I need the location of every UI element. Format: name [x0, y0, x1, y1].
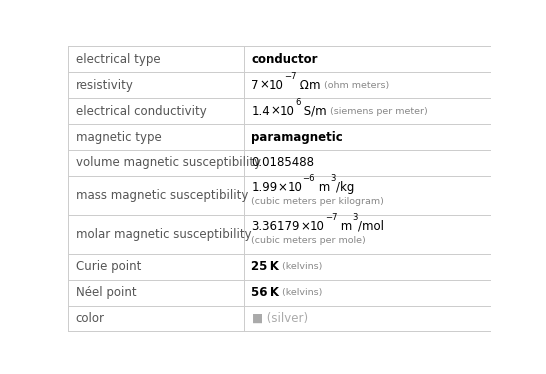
- Text: paramagnetic: paramagnetic: [252, 131, 343, 144]
- Text: volume magnetic susceptibility: volume magnetic susceptibility: [76, 156, 261, 169]
- Text: m: m: [337, 220, 353, 233]
- Text: S/m: S/m: [300, 105, 327, 117]
- Text: ×: ×: [259, 79, 269, 92]
- Text: (silver): (silver): [263, 312, 308, 325]
- Text: −7: −7: [284, 72, 296, 81]
- Text: 10: 10: [269, 79, 284, 92]
- Text: 56 K: 56 K: [252, 286, 280, 299]
- Text: m: m: [309, 79, 321, 92]
- Text: ×: ×: [300, 220, 310, 233]
- Text: 3: 3: [353, 213, 358, 222]
- Text: Ω: Ω: [296, 79, 309, 92]
- Text: ■: ■: [252, 312, 263, 325]
- Text: (ohm meters): (ohm meters): [321, 81, 389, 90]
- Text: (kelvins): (kelvins): [280, 262, 323, 271]
- Text: (kelvins): (kelvins): [280, 288, 323, 297]
- Text: 7: 7: [252, 79, 259, 92]
- Text: −6: −6: [302, 174, 315, 183]
- Text: mass magnetic susceptibility: mass magnetic susceptibility: [76, 189, 248, 202]
- Text: ×: ×: [278, 181, 288, 194]
- Text: 1.99: 1.99: [252, 181, 278, 194]
- Text: magnetic type: magnetic type: [76, 131, 162, 144]
- Text: 10: 10: [280, 105, 295, 117]
- Text: (siemens per meter): (siemens per meter): [327, 107, 428, 116]
- Text: (cubic meters per mole): (cubic meters per mole): [252, 236, 366, 245]
- Text: 10: 10: [288, 181, 302, 194]
- Text: 6: 6: [295, 98, 300, 107]
- Text: /mol: /mol: [358, 220, 384, 233]
- Text: 1.4: 1.4: [252, 105, 270, 117]
- Text: color: color: [76, 312, 105, 325]
- Text: ×: ×: [270, 105, 280, 117]
- Text: −7: −7: [325, 213, 337, 222]
- Text: m: m: [315, 181, 330, 194]
- Text: conductor: conductor: [252, 53, 318, 66]
- Text: electrical type: electrical type: [76, 53, 161, 66]
- Text: 3.36179: 3.36179: [252, 220, 300, 233]
- Text: (cubic meters per kilogram): (cubic meters per kilogram): [252, 197, 384, 206]
- Text: electrical conductivity: electrical conductivity: [76, 105, 206, 117]
- Text: resistivity: resistivity: [76, 79, 134, 92]
- Text: 10: 10: [310, 220, 325, 233]
- Text: 25 K: 25 K: [252, 260, 280, 273]
- Text: Néel point: Néel point: [76, 286, 136, 299]
- Text: 0.0185488: 0.0185488: [252, 156, 314, 169]
- Text: /kg: /kg: [336, 181, 354, 194]
- Text: molar magnetic susceptibility: molar magnetic susceptibility: [76, 228, 252, 241]
- Text: 3: 3: [330, 174, 336, 183]
- Text: Curie point: Curie point: [76, 260, 141, 273]
